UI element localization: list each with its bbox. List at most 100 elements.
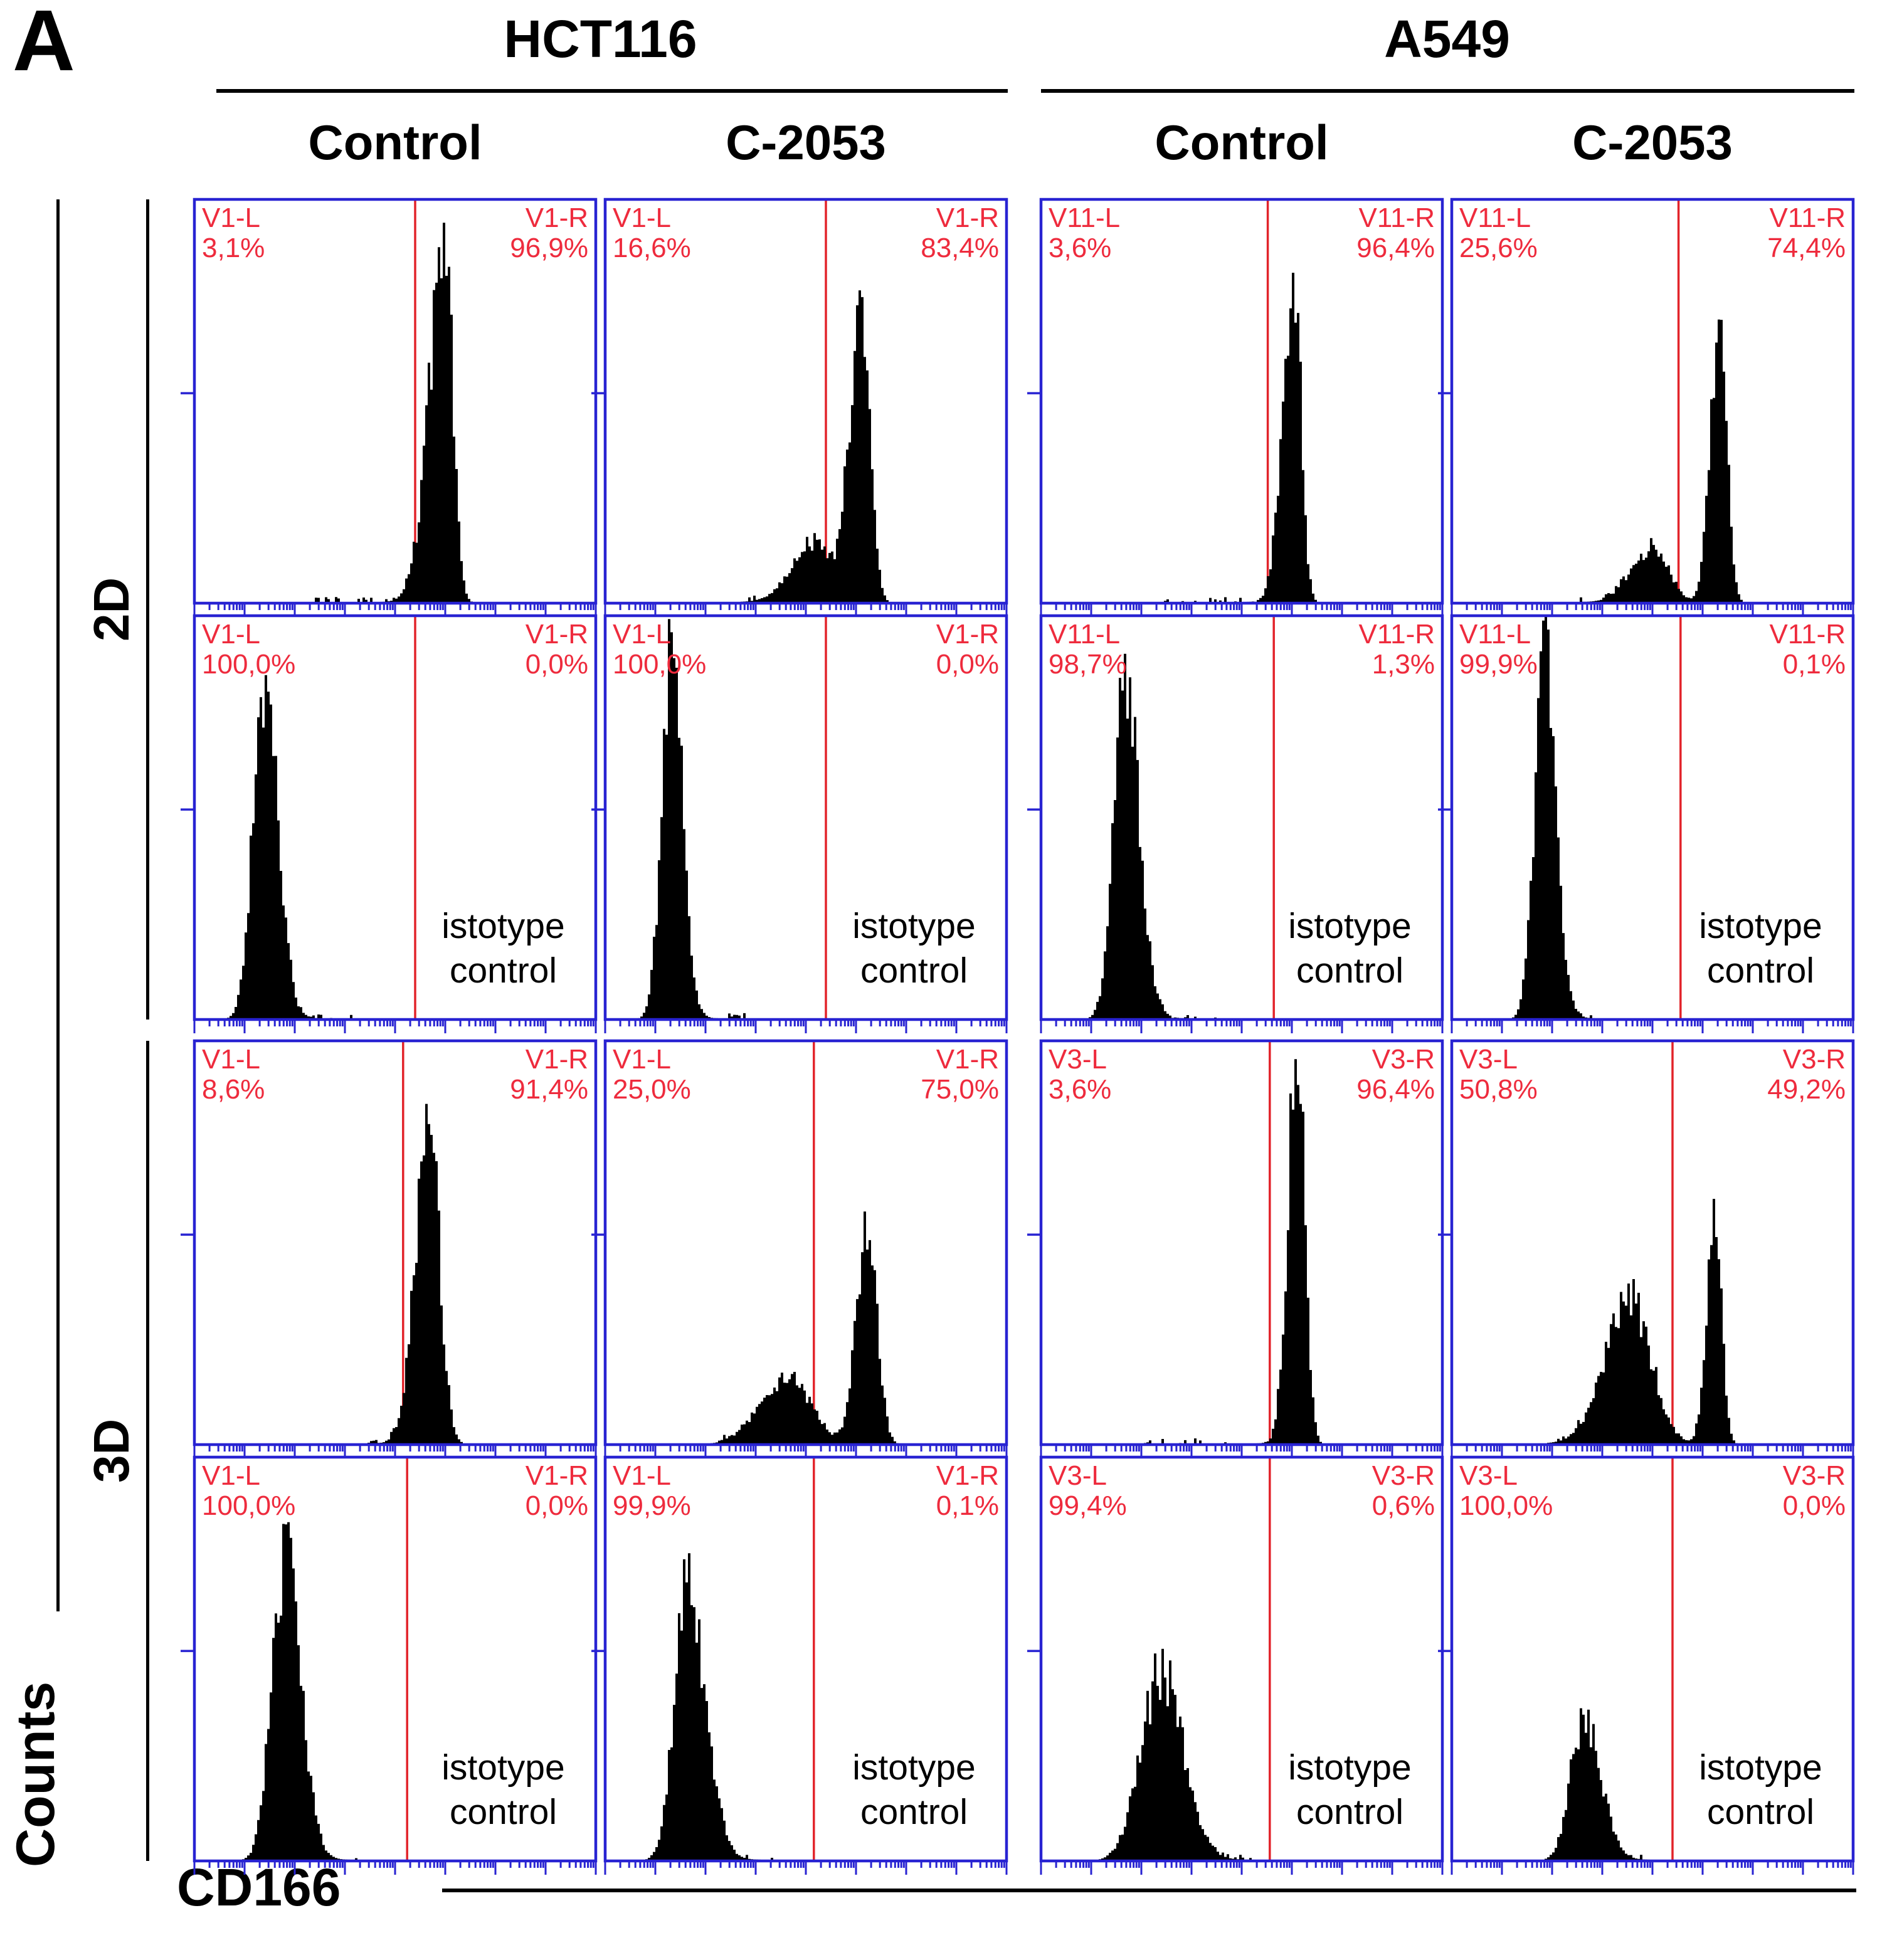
gate-left-percent: 100,0% [613,649,707,680]
isotype-line-2: control [449,951,558,991]
header-underline-hct116 [216,89,1008,93]
histogram-plot [1438,198,1855,617]
gate-right-percent: 96,4% [1356,1074,1435,1105]
panel-background [605,199,1007,603]
row-group-label-2d: 2D [83,577,139,642]
gate-right-label: V1-R 0,0% [526,619,588,680]
gate-right-percent: 91,4% [510,1074,588,1105]
histogram [194,1522,596,1861]
isotype-control-label: istotype control [419,904,588,993]
isotype-line-2: control [1296,951,1404,991]
gate-right-label: V11-R 96,4% [1356,203,1435,263]
gate-right-percent: 96,9% [510,233,588,263]
isotype-line-1: istotype [1699,1747,1822,1788]
header-treatment-hct116-c2053: C-2053 [726,115,886,170]
panel-background [605,1041,1007,1445]
gate-left-percent: 100,0% [202,1490,296,1521]
flow-panel: V1-L 25,0% V1-R 75,0% [591,1039,1008,1458]
isotype-control-label: istotype control [1676,904,1845,993]
gate-left-percent: 8,6% [202,1074,265,1105]
x-axis-ticks [193,603,597,617]
row-group-label-3d: 3D [83,1418,139,1483]
x-axis-ticks [1040,603,1444,617]
gate-right-label: V11-R 74,4% [1767,203,1846,263]
isotype-line-1: istotype [852,1747,976,1788]
x-axis-ticks [1040,1445,1444,1458]
gate-left-label: V1-L 100,0% [202,1461,295,1521]
gate-right-label: V3-R 0,0% [1783,1461,1846,1521]
gate-right-percent: 96,4% [1356,233,1435,263]
x-axis-ticks [193,1020,597,1033]
panel-background [194,1457,596,1861]
gate-right-percent: 0,0% [1782,1490,1846,1521]
gate-right-label: V11-R 1,3% [1359,619,1435,680]
header-underline-a549 [1041,89,1854,93]
isotype-line-1: istotype [441,1747,565,1788]
gate-left-name: V1-L [613,619,671,650]
header-cell-line-hct116: HCT116 [504,9,697,68]
gate-left-label: V11-L 99,9% [1459,619,1538,680]
histogram-plot [181,1455,598,1875]
histogram [1041,1648,1442,1861]
gate-right-label: V1-R 91,4% [510,1045,588,1105]
gate-left-percent: 100,0% [202,649,296,680]
gate-left-name: V11-L [1049,619,1121,650]
gate-left-percent: 25,0% [613,1074,691,1105]
gate-right-name: V11-R [1769,203,1846,233]
gate-left-name: V1-L [202,203,260,233]
gate-right-percent: 1,3% [1371,649,1435,680]
flow-panel: V1-L 100,0% V1-R 0,0% istotype control [591,614,1008,1033]
gate-left-label: V3-L 99,4% [1049,1461,1127,1521]
gate-left-label: V1-L 100,0% [613,619,706,680]
gate-left-label: V1-L 100,0% [202,619,295,680]
gate-left-label: V11-L 98,7% [1049,619,1127,680]
gate-left-percent: 99,9% [613,1490,691,1521]
gate-left-name: V1-L [613,203,671,233]
gate-right-label: V1-R 0,0% [936,619,999,680]
isotype-line-1: istotype [1288,906,1412,946]
gate-left-label: V11-L 3,6% [1049,203,1120,263]
gate-left-name: V1-L [202,1044,260,1075]
isotype-line-2: control [860,951,968,991]
header-cell-line-a549: A549 [1384,9,1510,68]
histogram-plot [1027,1039,1444,1458]
histogram-plot [1438,1039,1855,1458]
y-axis-line [56,199,60,1611]
flow-panel: V1-L 3,1% V1-R 96,9% [181,198,598,617]
row-group-2d-bracket [146,199,149,1020]
gate-left-label: V1-L 8,6% [202,1045,265,1105]
gate-left-label: V3-L 3,6% [1049,1045,1111,1105]
histogram [1452,1199,1853,1445]
gate-left-percent: 50,8% [1459,1074,1538,1105]
header-treatment-a549-control: Control [1155,115,1329,170]
histogram [605,1211,1007,1445]
gate-right-percent: 49,2% [1767,1074,1846,1105]
gate-right-name: V11-R [1358,203,1435,233]
gate-right-name: V1-R [525,1460,588,1491]
gate-right-label: V3-R 49,2% [1767,1045,1846,1105]
isotype-line-2: control [1706,951,1815,991]
gate-right-name: V1-R [525,619,588,650]
flow-panel: V3-L 3,6% V3-R 96,4% [1027,1039,1444,1458]
gate-right-percent: 0,6% [1371,1490,1435,1521]
panel-background [1452,616,1853,1020]
gate-left-percent: 98,7% [1049,649,1127,680]
isotype-control-label: istotype control [1676,1746,1845,1835]
isotype-line-2: control [860,1792,968,1832]
x-axis-ticks [1451,1861,1854,1875]
gate-right-percent: 0,1% [1782,649,1846,680]
gate-left-percent: 100,0% [1459,1490,1553,1521]
gate-left-label: V3-L 50,8% [1459,1045,1538,1105]
gate-left-name: V1-L [202,619,260,650]
histogram-plot [1438,1455,1855,1875]
isotype-line-1: istotype [1699,906,1822,946]
gate-left-name: V3-L [1049,1460,1107,1491]
flow-panel: V1-L 99,9% V1-R 0,1% istotype control [591,1455,1008,1875]
histogram [605,1553,1007,1861]
isotype-line-2: control [1296,1792,1404,1832]
histogram [605,290,1007,603]
x-axis-ticks [1040,1020,1444,1033]
gate-left-percent: 3,1% [202,233,265,263]
x-axis-ticks [604,1861,1008,1875]
histogram-plot [591,1455,1008,1875]
